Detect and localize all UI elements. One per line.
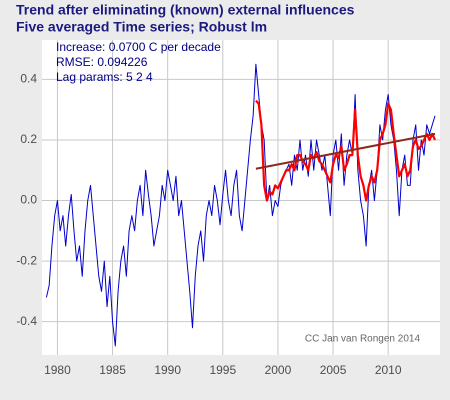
annotation: RMSE: 0.094226: [56, 55, 148, 69]
x-tick-label: 2000: [265, 363, 292, 377]
x-tick-label: 1995: [209, 363, 236, 377]
x-tick-label: 2005: [320, 363, 347, 377]
y-tick-label: 0.2: [20, 132, 37, 146]
x-tick-label: 1980: [44, 363, 71, 377]
x-tick-label: 1990: [154, 363, 181, 377]
y-tick-label: -0.2: [16, 253, 37, 267]
annotation: Lag params: 5 2 4: [56, 70, 153, 84]
y-tick-label: 0.0: [20, 193, 37, 207]
annotation: Increase: 0.0700 C per decade: [56, 40, 221, 54]
plot-area: [42, 40, 440, 355]
lines: [45, 63, 437, 347]
chart-title: Trend after eliminating (known) external…: [16, 2, 355, 18]
series-line: [255, 132, 436, 170]
series-line: [255, 99, 437, 202]
credit: CC Jan van Rongen 2014: [305, 334, 421, 345]
grid: [42, 40, 440, 355]
x-tick-label: 1985: [99, 363, 126, 377]
y-tick-label: -0.4: [16, 314, 37, 328]
chart-subtitle: Five averaged Time series; Robust lm: [16, 19, 267, 35]
x-tick-label: 2010: [375, 363, 402, 377]
y-tick-label: 0.4: [20, 72, 37, 86]
